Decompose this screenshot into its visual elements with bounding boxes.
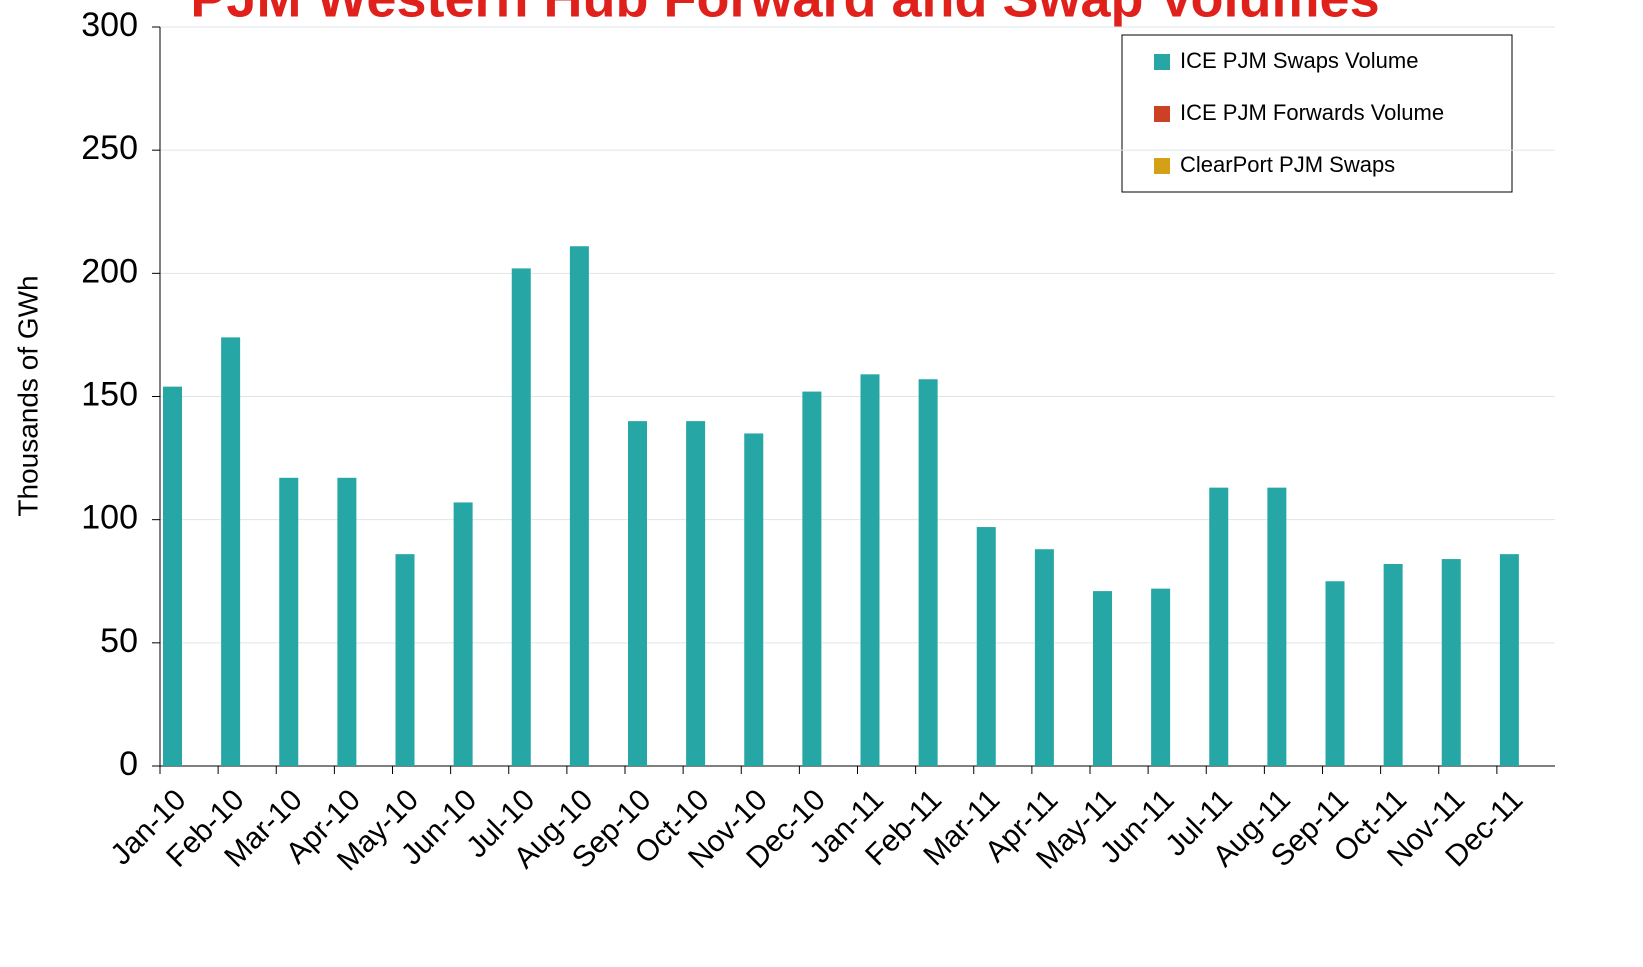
y-tick-label: 0	[119, 745, 138, 783]
y-tick-label: 200	[81, 252, 138, 290]
bar	[1499, 554, 1519, 766]
bar	[453, 502, 473, 766]
bar	[1383, 564, 1403, 766]
bar	[686, 421, 706, 766]
bar	[395, 554, 415, 766]
bar	[1267, 487, 1287, 766]
y-tick-label: 300	[81, 6, 138, 44]
bar	[163, 386, 182, 766]
y-tick-label: 50	[100, 622, 138, 660]
y-tick-label: 250	[81, 129, 138, 167]
y-axis-label: Thousands of GWh	[12, 275, 43, 516]
bar	[1151, 588, 1171, 766]
legend-swatch	[1154, 54, 1170, 70]
bar	[1093, 591, 1112, 766]
bar	[1209, 487, 1229, 766]
bar	[569, 246, 589, 766]
bar	[628, 421, 647, 766]
bar	[337, 477, 357, 766]
legend	[1121, 34, 1513, 193]
y-tick-label: 150	[81, 375, 138, 413]
bar	[802, 391, 822, 766]
bar	[744, 433, 764, 766]
legend-swatch	[1154, 106, 1170, 122]
legend-label: ClearPort PJM Swaps	[1180, 152, 1395, 177]
bar	[976, 527, 996, 766]
chart-title: PJM Western Hub Forward and Swap Volumes	[190, 0, 1379, 28]
bar	[918, 379, 938, 766]
bar	[221, 337, 241, 766]
bar	[279, 477, 299, 766]
bar	[860, 374, 880, 766]
bar	[1325, 581, 1345, 766]
y-tick-label: 100	[81, 499, 138, 537]
legend-label: ICE PJM Swaps Volume	[1180, 48, 1418, 73]
bar	[1034, 549, 1054, 766]
legend-label: ICE PJM Forwards Volume	[1180, 100, 1444, 125]
bar	[511, 268, 531, 766]
bar	[1441, 559, 1461, 766]
legend-swatch	[1154, 158, 1170, 174]
